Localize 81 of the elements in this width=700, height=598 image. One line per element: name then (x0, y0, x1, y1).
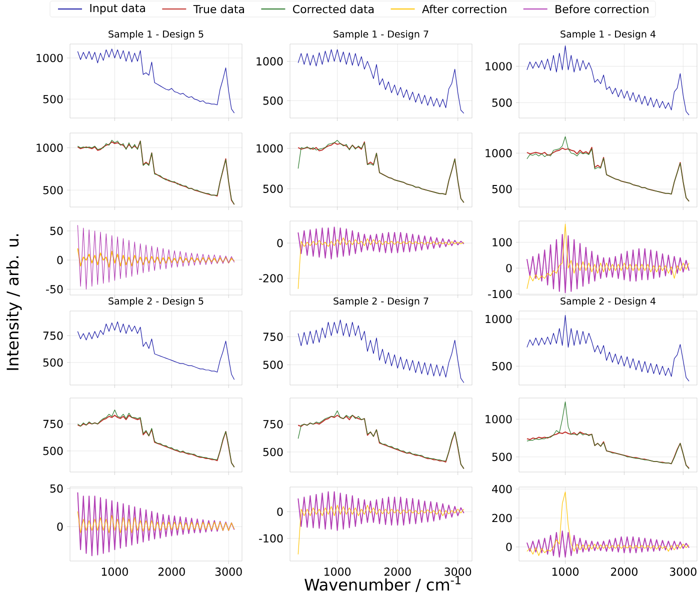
y-tick-label: 500 (263, 96, 283, 105)
y-tick-label: -50 (46, 285, 63, 294)
y-tick-label: 750 (263, 420, 283, 428)
legend-label: After correction (422, 4, 506, 14)
y-tick-label: 1000 (256, 144, 283, 153)
chart-title: Sample 1 - Design 7 (334, 30, 428, 40)
line-series (77, 224, 235, 290)
y-tick-label: 0 (57, 522, 63, 531)
line-series (526, 492, 690, 556)
y-tick-label: 500 (492, 362, 512, 370)
y-tick-label: -200 (259, 274, 283, 282)
x-tick-label: 1000 (324, 568, 351, 576)
line-series (526, 314, 690, 382)
chart-title: Sample 2 - Design 7 (334, 297, 428, 306)
line-series (77, 48, 235, 114)
x-tick-label: 3000 (670, 568, 696, 576)
y-tick-label: 0 (506, 264, 512, 272)
chart-title: Sample 2 - Design 4 (560, 297, 656, 306)
y-tick-label: 1000 (36, 144, 63, 152)
y-tick-label: -100 (259, 534, 283, 543)
y-axis-title: Intensity / arb. u. (6, 234, 22, 370)
legend-label: Before correction (556, 4, 648, 14)
line-series (526, 136, 690, 202)
x-tick-label: 1000 (102, 568, 128, 576)
line-series (298, 320, 464, 384)
x-tick-label: 1000 (552, 568, 579, 576)
x-tick-label: 3000 (215, 568, 242, 576)
y-tick-label: 750 (263, 332, 283, 341)
y-tick-label: 750 (43, 332, 63, 340)
y-tick-label: 0 (277, 508, 283, 516)
y-tick-label: 1000 (486, 62, 512, 70)
y-tick-label: 500 (263, 184, 283, 193)
y-tick-label: 1000 (486, 415, 512, 424)
y-tick-label: 400 (492, 484, 512, 494)
y-tick-label: 1000 (256, 57, 283, 66)
line-series (526, 530, 690, 558)
y-tick-label: 500 (43, 94, 63, 104)
y-tick-label: 100 (492, 238, 512, 246)
legend-label: Corrected data (293, 4, 374, 14)
y-tick-label: 500 (492, 184, 512, 194)
line-series (526, 224, 690, 290)
x-tick-label: 3000 (444, 568, 472, 576)
y-tick-label: 500 (263, 360, 283, 369)
y-tick-label: 0 (277, 238, 283, 248)
line-series (298, 49, 464, 114)
line-series (298, 491, 464, 531)
line-series (526, 431, 690, 469)
line-series (77, 492, 235, 556)
line-series (77, 511, 235, 534)
x-tick-label: 2000 (611, 568, 638, 576)
line-series (526, 234, 690, 294)
y-tick-label: 1000 (36, 54, 63, 62)
y-tick-label: 50 (50, 226, 63, 236)
line-series (298, 504, 464, 555)
y-tick-label: 50 (50, 484, 63, 493)
legend-label: Input data (90, 4, 145, 14)
line-series (526, 46, 690, 116)
y-tick-label: 0 (57, 256, 63, 264)
y-tick-label: -100 (488, 290, 512, 298)
y-tick-label: 1000 (486, 314, 512, 324)
y-tick-label: 500 (43, 186, 63, 194)
y-tick-label: 0 (506, 542, 512, 552)
y-tick-label: 500 (263, 448, 283, 456)
y-tick-label: 500 (43, 446, 63, 456)
y-tick-label: 500 (43, 358, 63, 367)
line-series (77, 248, 235, 268)
line-series (77, 321, 235, 380)
legend-label: True data (193, 4, 244, 14)
y-tick-label: 1000 (486, 148, 512, 158)
y-tick-label: 500 (492, 452, 512, 462)
line-series (298, 237, 464, 290)
x-tick-label: 2000 (384, 568, 411, 576)
chart-title: Sample 1 - Design 4 (560, 30, 656, 40)
y-tick-label: 200 (492, 514, 512, 522)
x-axis-title: Wavenumber / cm$^{-1}$ (304, 576, 460, 592)
chart-title: Sample 1 - Design 5 (108, 30, 204, 40)
line-series (298, 226, 464, 260)
chart-title: Sample 2 - Design 5 (108, 297, 204, 306)
y-tick-label: 750 (43, 420, 63, 428)
y-tick-label: 500 (492, 98, 512, 107)
x-tick-label: 2000 (158, 568, 185, 576)
